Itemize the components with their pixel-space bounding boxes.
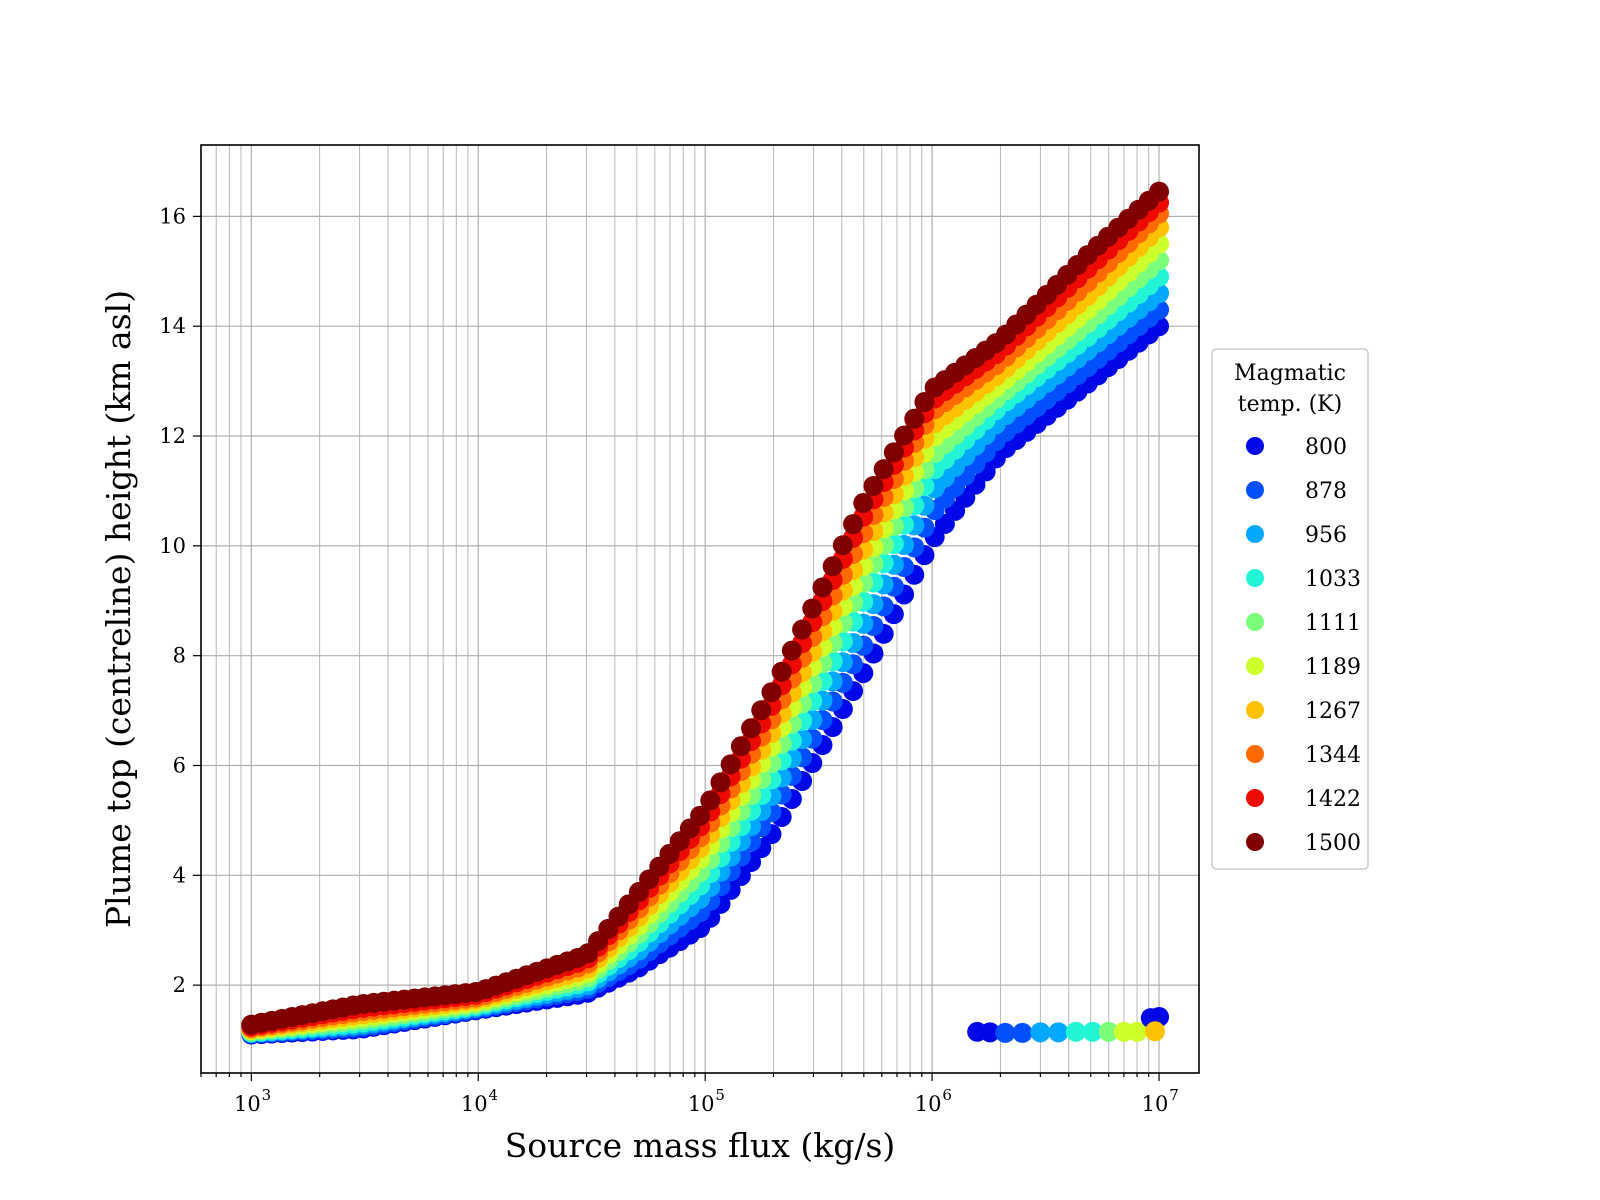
legend-marker [1246,657,1264,675]
y-tick-label: 14 [159,314,186,338]
data-point [843,514,864,535]
legend-label: 1033 [1305,567,1361,592]
x-tick-exponent: 3 [262,1086,272,1104]
legend-marker [1246,701,1264,719]
legend-marker [1246,569,1264,587]
data-point [812,577,833,598]
legend-marker [1246,789,1264,807]
data-point [822,556,843,577]
outlier-point [980,1022,1001,1043]
outlier-point [1127,1021,1148,1042]
outlier-point [1065,1021,1086,1042]
legend-title-line-1: Magmatic [1234,361,1346,386]
x-tick-exponent: 5 [715,1086,725,1104]
legend-label: 1267 [1305,699,1361,724]
data-point [690,805,711,826]
data-point [710,772,731,793]
outlier-point [1145,1021,1166,1042]
plot-area-frame [200,144,1200,1074]
x-tick-label: 10 [461,1092,488,1116]
y-tick-label: 16 [159,204,186,228]
legend-marker [1246,613,1264,631]
legend-label: 878 [1305,479,1347,504]
x-tick-label: 10 [234,1092,261,1116]
x-tick-label: 10 [915,1092,942,1116]
legend-label: 1500 [1305,831,1361,856]
data-point [914,391,935,412]
data-point [873,459,894,480]
outlier-point [1030,1022,1051,1043]
data-point [904,408,925,429]
data-point [863,475,884,496]
x-tick-label: 10 [1142,1092,1169,1116]
legend-box [1211,348,1369,870]
data-point [853,493,874,514]
data-point [1149,181,1170,202]
y-tick-label: 4 [173,863,186,887]
data-point [771,661,792,682]
outlier-point [1048,1022,1069,1043]
legend-label: 1344 [1305,743,1361,768]
x-tick-exponent: 4 [488,1086,498,1104]
x-tick-exponent: 6 [942,1086,952,1104]
data-point [792,619,813,640]
legend-label: 800 [1305,435,1347,460]
data-points [241,181,1170,1045]
legend-label: 956 [1305,523,1347,548]
y-tick-label: 10 [159,534,186,558]
data-point [761,682,782,703]
legend-marker [1246,437,1264,455]
data-point [781,640,802,661]
data-point [700,790,721,811]
outlier-point [1082,1021,1103,1042]
data-point [730,736,751,757]
y-tick-label: 6 [173,753,186,777]
data-point [894,425,915,446]
data-point [802,598,823,619]
legend-marker [1246,525,1264,543]
y-tick-label: 2 [173,973,186,997]
legend-marker [1246,745,1264,763]
legend-label: 1111 [1305,611,1361,636]
x-tick-label: 10 [688,1092,715,1116]
legend: Magmatic temp. (K) 800 878 956 1033 1111 1189… [1211,348,1369,870]
x-tick-exponent: 7 [1169,1086,1179,1104]
legend-marker [1246,833,1264,851]
outlier-point [1098,1021,1119,1042]
data-point [751,700,772,721]
y-axis-label: Plume top (centreline) height (km asl) [99,290,138,928]
legend-label: 1189 [1305,655,1361,680]
data-point [883,442,904,463]
legend-marker [1246,481,1264,499]
legend-title-line-2: temp. (K) [1238,392,1342,417]
data-point [741,718,762,739]
legend-label: 1422 [1305,787,1361,812]
data-point [720,754,741,775]
outlier-point [995,1022,1016,1043]
data-point [832,535,853,556]
legend-items: 800 878 956 1033 1111 1189 1267 1344 1422 1500 [1246,435,1361,856]
y-tick-label: 8 [173,644,186,668]
y-tick-label: 12 [159,424,186,448]
x-axis-label: Source mass flux (kg/s) [505,1126,896,1165]
outlier-point [1012,1022,1033,1043]
